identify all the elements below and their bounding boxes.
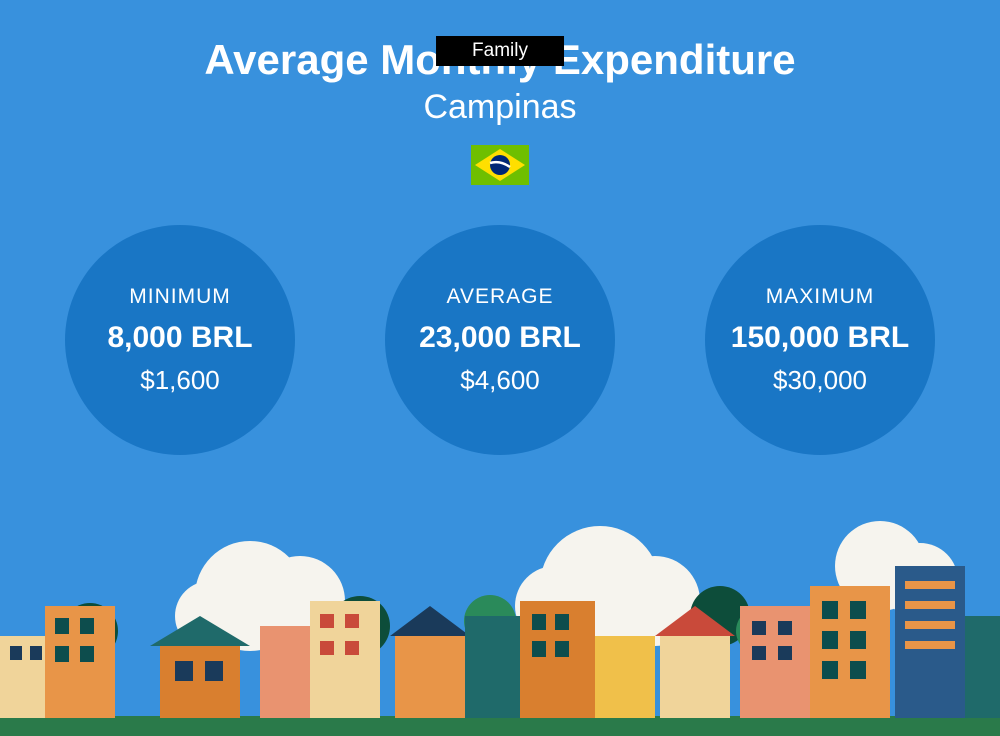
stat-value-usd: $30,000: [773, 365, 867, 396]
stat-label: MINIMUM: [129, 285, 230, 309]
stat-average: AVERAGE 23,000 BRL $4,600: [385, 225, 615, 455]
category-badge: Family: [436, 36, 564, 66]
stat-value-local: 150,000 BRL: [731, 321, 909, 355]
stat-label: AVERAGE: [447, 285, 554, 309]
stat-minimum: MINIMUM 8,000 BRL $1,600: [65, 225, 295, 455]
page-subtitle: Campinas: [0, 88, 1000, 127]
stat-value-local: 8,000 BRL: [107, 321, 252, 355]
stat-value-usd: $1,600: [140, 365, 220, 396]
stat-value-local: 23,000 BRL: [419, 321, 581, 355]
stat-maximum: MAXIMUM 150,000 BRL $30,000: [705, 225, 935, 455]
category-badge-text: Family: [472, 40, 528, 61]
stats-row: MINIMUM 8,000 BRL $1,600 AVERAGE 23,000 …: [0, 225, 1000, 455]
city-illustration: [0, 506, 1000, 736]
brazil-flag-icon: [471, 145, 529, 185]
stat-label: MAXIMUM: [766, 285, 875, 309]
stat-value-usd: $4,600: [460, 365, 540, 396]
